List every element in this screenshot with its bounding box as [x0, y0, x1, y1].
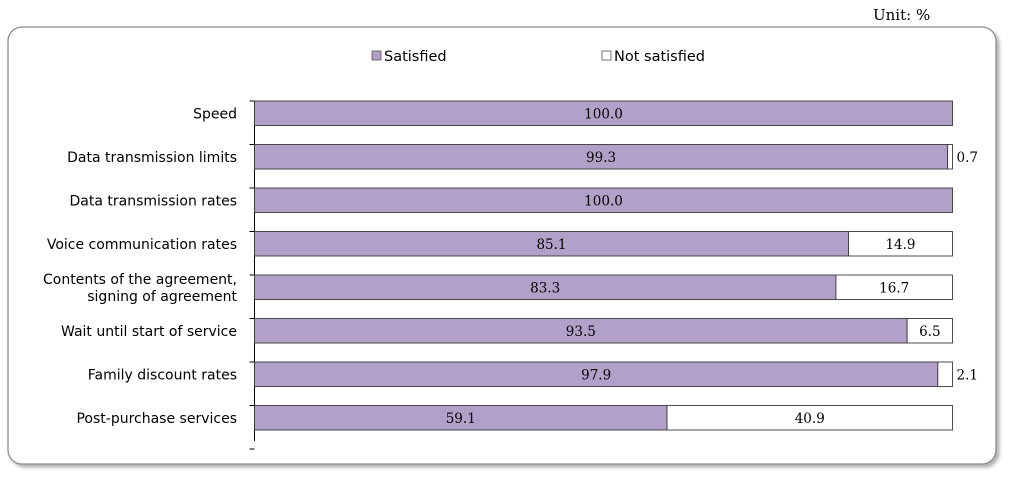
- value-labels: 100.0 99.3 0.7 100.0 85.1 14.9 83.3 16.7 93.5 6.5…: [446, 106, 978, 427]
- value-label-satisfied: 97.9: [581, 367, 611, 383]
- legend-label: Satisfied: [384, 49, 447, 65]
- legend: Satisfied Not satisfied: [371, 49, 705, 65]
- bar-satisfied: [254, 405, 668, 431]
- bars: [254, 100, 953, 431]
- bar-not-satisfied: [835, 274, 953, 300]
- bar-not-satisfied: [666, 405, 953, 431]
- bar-satisfied: [254, 100, 953, 126]
- value-label-not-satisfied: 16.7: [879, 280, 909, 296]
- bar-satisfied: [254, 361, 939, 387]
- bar-satisfied: [254, 274, 837, 300]
- category-label: Data transmission rates: [70, 193, 238, 209]
- category-label: Voice communication rates: [47, 237, 237, 253]
- bar-satisfied: [254, 144, 949, 170]
- value-label-satisfied: 99.3: [586, 150, 616, 166]
- value-label-not-satisfied: 2.1: [957, 367, 978, 383]
- value-label-not-satisfied: 6.5: [919, 324, 940, 340]
- category-labels: Speed Data transmission limits Data transm…: [43, 106, 238, 427]
- value-label-not-satisfied: 14.9: [885, 237, 915, 253]
- legend-swatch: [601, 50, 612, 61]
- category-label: Contents of the agreement, signing of agr…: [43, 272, 238, 305]
- legend-label: Not satisfied: [614, 49, 705, 65]
- bar-satisfied: [254, 187, 953, 213]
- value-label-satisfied: 83.3: [530, 280, 560, 296]
- category-label: Family discount rates: [88, 367, 237, 383]
- bar-not-satisfied: [906, 318, 953, 344]
- bar-not-satisfied: [848, 231, 953, 257]
- value-label-satisfied: 100.0: [584, 106, 623, 122]
- value-label-not-satisfied: 40.9: [795, 411, 825, 427]
- bar-not-satisfied: [937, 361, 953, 387]
- legend-swatch: [371, 50, 382, 61]
- value-label-satisfied: 100.0: [584, 193, 623, 209]
- axis-ticks: [249, 100, 255, 450]
- category-label: Wait until start of service: [61, 324, 237, 340]
- category-label: Data transmission limits: [67, 150, 237, 166]
- unit-label: Unit: %: [873, 6, 930, 24]
- value-label-satisfied: 85.1: [536, 237, 566, 253]
- category-label: Post-purchase services: [76, 411, 237, 427]
- category-label: Speed: [193, 106, 237, 122]
- value-label-not-satisfied: 0.7: [957, 150, 978, 166]
- bar-not-satisfied: [947, 144, 953, 170]
- value-label-satisfied: 93.5: [566, 324, 596, 340]
- bar-satisfied: [254, 318, 908, 344]
- value-label-satisfied: 59.1: [446, 411, 476, 427]
